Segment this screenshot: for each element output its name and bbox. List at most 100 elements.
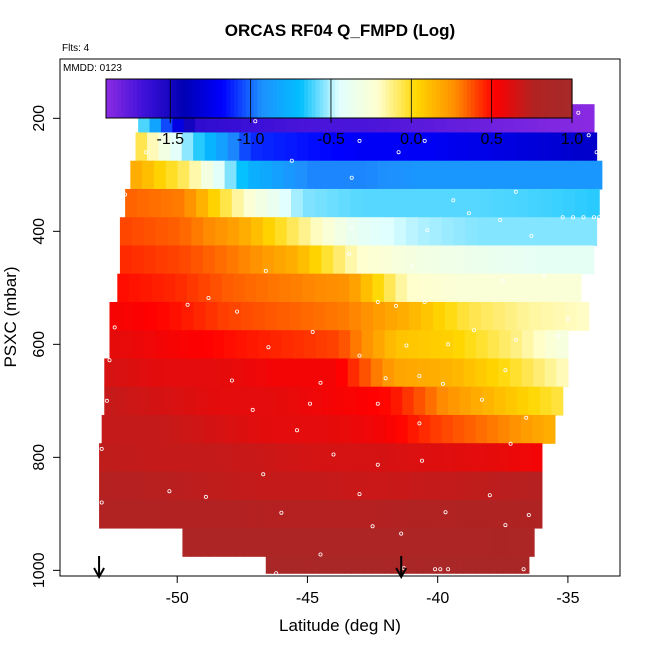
sample-point [349, 225, 354, 230]
colorbar-segment [327, 79, 332, 118]
heatmap-cell [497, 443, 510, 473]
heatmap-cell [564, 301, 578, 331]
sample-point [120, 207, 125, 212]
sample-point [576, 110, 581, 115]
arrow-head [395, 567, 408, 580]
heatmap-cell [481, 527, 491, 557]
heatmap-cell [220, 443, 233, 473]
sample-point [167, 489, 172, 494]
heatmap-cell [349, 273, 362, 303]
heatmap-cell [198, 499, 211, 529]
heatmap-cell [226, 245, 240, 275]
colorbar-segment [323, 79, 328, 118]
heatmap-cell [314, 273, 327, 303]
colorbar-segment [203, 79, 208, 118]
colorbar-segment [152, 79, 158, 118]
heatmap-cell [298, 217, 312, 247]
heatmap-cell [464, 443, 477, 473]
heatmap-cell [531, 160, 544, 190]
heatmap-cell [533, 330, 546, 360]
colorbar-segment [529, 79, 534, 118]
heatmap-cell [373, 330, 386, 360]
heatmap-cell [393, 527, 403, 557]
sample-point [560, 421, 565, 426]
heatmap-cell [132, 443, 144, 473]
sample-point [274, 571, 279, 576]
colorbar-segment [564, 79, 569, 118]
heatmap-cell [187, 443, 200, 473]
heatmap-cell [283, 160, 296, 190]
heatmap-cell [337, 273, 350, 303]
colorbar-segment [148, 79, 154, 118]
heatmap-cell [296, 132, 310, 162]
sample-point [399, 531, 404, 536]
heatmap-cell [465, 273, 478, 303]
sample-point [443, 510, 448, 515]
heatmap-cell [453, 443, 465, 473]
colorbar-segment [129, 79, 134, 118]
x-tick-label: -45 [296, 590, 319, 607]
colorbar-segment [350, 79, 356, 118]
heatmap-cell [519, 160, 532, 190]
sample-point [261, 562, 266, 567]
heatmap-cell [242, 471, 255, 501]
colorbar-segment [133, 79, 138, 118]
heatmap-cell [448, 386, 461, 416]
sample-point [347, 251, 352, 256]
heatmap-cell [285, 132, 298, 162]
heatmap-cell [536, 217, 550, 247]
heatmap-cell [236, 160, 249, 190]
heatmap-cell [323, 527, 333, 557]
heatmap-cell [386, 499, 399, 529]
heatmap-cell [409, 499, 421, 529]
heatmap-cell [539, 386, 552, 416]
heatmap-cell [143, 217, 157, 247]
colorbar-segment [482, 79, 488, 118]
heatmap-cell [372, 273, 385, 303]
heatmap-cell [439, 245, 453, 275]
sample-point [396, 150, 401, 155]
heatmap-cell [281, 330, 294, 360]
heatmap-cell [343, 132, 356, 162]
heatmap-cell [349, 301, 362, 331]
heatmap-cell [516, 301, 530, 331]
heatmap-cell [515, 556, 523, 574]
heatmap-cell [258, 330, 271, 360]
heatmap-cell [302, 273, 315, 303]
heatmap-cell [504, 132, 517, 162]
sample-point [261, 472, 266, 477]
heatmap-cell [392, 245, 405, 275]
heatmap-cell [244, 273, 257, 303]
heatmap-cell [243, 527, 254, 557]
heatmap-cell [243, 358, 256, 388]
heatmap-cell [238, 245, 251, 275]
heatmap-cell [198, 471, 211, 501]
heatmap-cell [197, 358, 210, 388]
heatmap-cell [377, 132, 390, 162]
heatmap-cell [397, 188, 411, 218]
heatmap-cell [224, 160, 237, 190]
colorbar-segment [144, 79, 150, 118]
colorbar-segment [241, 79, 247, 118]
colorbar-segment [537, 79, 542, 118]
colorbar-segment [478, 79, 484, 118]
plot-frame [59, 58, 621, 577]
heatmap-cell [231, 188, 245, 218]
y-tick-label: 200 [31, 105, 48, 132]
heatmap-cell [351, 556, 359, 574]
heatmap-cell [254, 471, 266, 501]
heatmap-cell [143, 330, 156, 360]
heatmap-cell [152, 273, 165, 303]
heatmap-cell [184, 386, 197, 416]
heatmap-cell [153, 160, 167, 190]
heatmap-cell [214, 414, 227, 444]
date-label: MMDD: 0123 [63, 63, 122, 74]
colorbar-segment [335, 79, 340, 118]
heatmap-cell [589, 160, 603, 190]
colorbar-segment [517, 79, 523, 118]
heatmap-cell [492, 301, 506, 331]
sample-point [597, 215, 602, 220]
heatmap-cell [551, 386, 564, 416]
heatmap-cell [453, 273, 466, 303]
heatmap-cell [248, 160, 261, 190]
